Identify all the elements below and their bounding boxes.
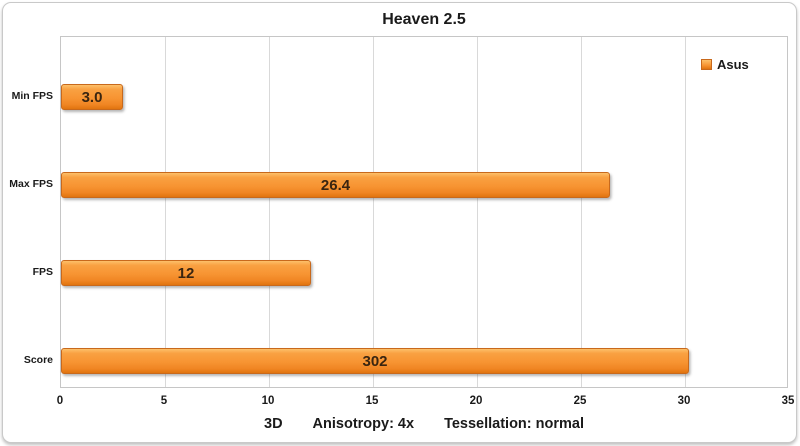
legend: Asus [701,57,749,72]
bar-value-label: 26.4 [320,176,351,194]
x-tick-label: 25 [573,395,587,407]
footer-segment-tessellation: Tessellation: normal [444,416,584,432]
bar-value-label: 302 [362,352,388,370]
x-tick-label: 15 [365,395,379,407]
x-tick-label: 0 [56,395,64,407]
x-tick-label: 20 [469,395,483,407]
axis-footer: 3D Anisotropy: 4x Tessellation: normal [60,416,788,432]
legend-label: Asus [717,57,749,72]
category-label-min-fps: Min FPS [11,90,53,102]
category-label-fps: FPS [32,266,53,278]
footer-segment-3d: 3D [264,416,283,432]
x-tick-label: 5 [160,395,168,407]
gridline [581,37,582,387]
gridline [269,37,270,387]
bar-min-fps: 3.0 [61,84,123,110]
x-tick-label: 30 [677,395,691,407]
bar-value-label: 3.0 [81,88,103,106]
bar-max-fps: 26.4 [61,172,610,198]
bar-value-label: 12 [177,264,195,282]
legend-swatch-icon [701,59,712,70]
gridline [373,37,374,387]
bar-score: 302 [61,348,689,374]
gridline [165,37,166,387]
chart-title: Heaven 2.5 [382,11,466,28]
category-label-max-fps: Max FPS [9,178,53,190]
bar-fps: 12 [61,260,311,286]
x-tick-label: 10 [261,395,275,407]
x-tick-label: 35 [781,395,795,407]
gridline [477,37,478,387]
category-label-score: Score [23,354,53,366]
gridline [685,37,686,387]
plot-area: 3.0 26.4 12 302 Asus [60,36,788,388]
footer-segment-anisotropy: Anisotropy: 4x [312,416,415,432]
